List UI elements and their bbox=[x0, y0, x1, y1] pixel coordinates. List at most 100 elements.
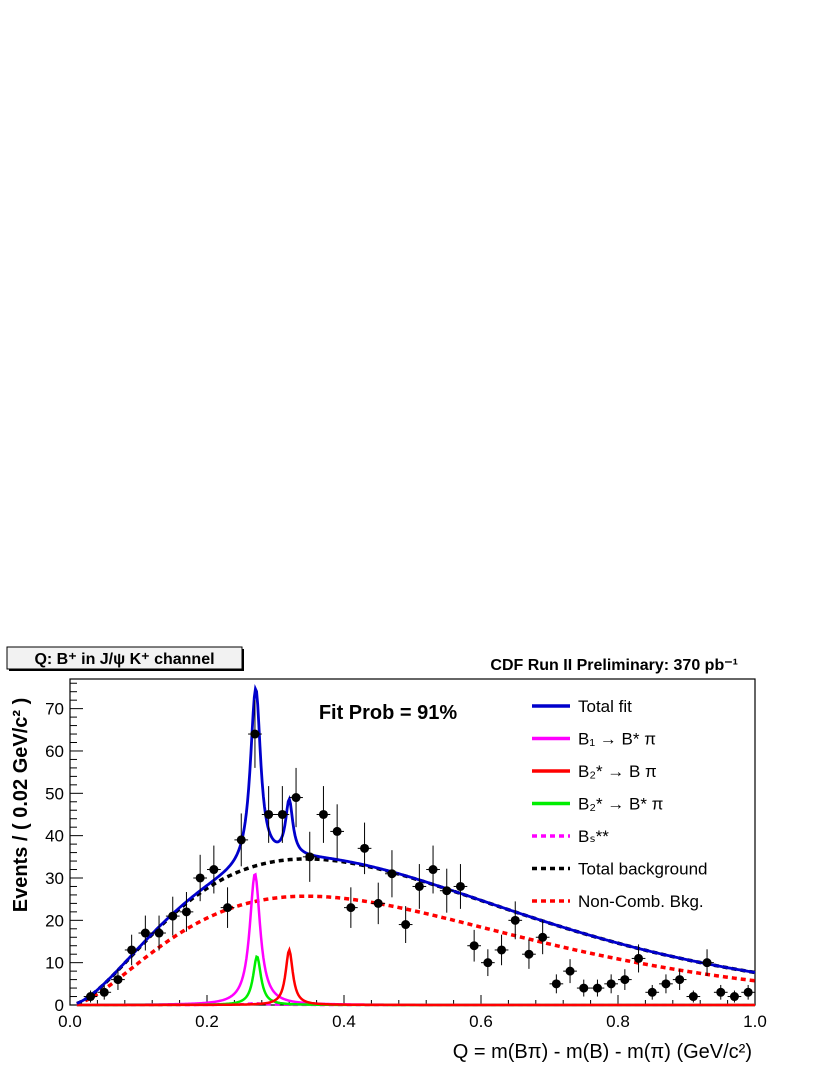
point-marker bbox=[291, 793, 301, 803]
data-point bbox=[412, 864, 427, 909]
point-marker bbox=[743, 987, 753, 997]
data-point bbox=[371, 882, 386, 925]
data-point bbox=[344, 887, 358, 928]
point-marker bbox=[373, 898, 383, 908]
data-point bbox=[357, 822, 372, 875]
point-marker bbox=[579, 983, 589, 993]
point-marker bbox=[332, 826, 342, 836]
point-marker bbox=[277, 809, 287, 819]
series-total-background bbox=[76, 857, 756, 1006]
point-marker bbox=[168, 911, 178, 921]
point-marker bbox=[401, 920, 411, 930]
legend: Total fit B₁ → B* π B₂* → B π B₂* → B* π Bₛ*… bbox=[532, 697, 707, 911]
legend-label: B₂* → B π bbox=[578, 762, 657, 781]
data-point bbox=[727, 990, 742, 1003]
point-marker bbox=[620, 975, 630, 985]
y-tick-label: 40 bbox=[45, 827, 64, 846]
y-tick-label: 10 bbox=[45, 954, 64, 973]
point-marker bbox=[565, 966, 575, 976]
data-point bbox=[439, 868, 454, 913]
series-total-fit bbox=[76, 684, 756, 1005]
data-point bbox=[220, 887, 235, 928]
point-marker bbox=[455, 881, 465, 891]
x-tick-label: 0.2 bbox=[195, 1012, 219, 1031]
data-point bbox=[248, 700, 262, 768]
point-marker bbox=[113, 975, 123, 985]
point-marker bbox=[606, 979, 616, 989]
data-point bbox=[138, 915, 153, 951]
point-marker bbox=[86, 992, 96, 1002]
data-point bbox=[645, 984, 660, 1000]
legend-label: B₁ → B* π bbox=[578, 730, 656, 749]
data-point bbox=[275, 786, 290, 843]
point-marker bbox=[264, 809, 274, 819]
x-tick-label: 1.0 bbox=[743, 1012, 767, 1031]
legend-label: B₂* → B* π bbox=[578, 795, 663, 814]
point-marker bbox=[469, 941, 479, 951]
x-axis-label: Q = m(Bπ) - m(B) - m(π) (GeV/c²) bbox=[453, 1041, 752, 1063]
legend-label: Total background bbox=[578, 860, 707, 879]
axes: 0.0 0.2 0.4 0.6 0.8 1.0 0 10 20 30 40 50 60 70 bbox=[45, 682, 767, 1031]
data-point bbox=[631, 944, 646, 973]
fit-curves bbox=[76, 684, 756, 1007]
point-marker bbox=[318, 809, 328, 819]
data-point bbox=[494, 934, 509, 966]
point-marker bbox=[442, 886, 452, 896]
title-box: Q: B⁺ in J/ψ K⁺ channel bbox=[6, 646, 244, 671]
legend-label: Bₛ** bbox=[578, 827, 609, 846]
x-tick-label: 0.6 bbox=[469, 1012, 493, 1031]
point-marker bbox=[99, 987, 109, 997]
data-points bbox=[83, 700, 755, 1003]
data-point bbox=[741, 984, 755, 1000]
point-marker bbox=[661, 979, 671, 989]
data-point bbox=[124, 934, 139, 966]
x-tick-label: 0.8 bbox=[606, 1012, 630, 1031]
data-point bbox=[576, 979, 591, 997]
data-point bbox=[152, 915, 166, 951]
point-marker bbox=[428, 865, 438, 875]
point-marker bbox=[223, 903, 233, 913]
data-point bbox=[522, 939, 536, 969]
point-marker bbox=[414, 881, 424, 891]
data-point bbox=[453, 864, 468, 909]
data-point bbox=[604, 974, 618, 994]
data-point bbox=[261, 786, 276, 843]
point-marker bbox=[647, 987, 657, 997]
point-marker bbox=[675, 975, 685, 985]
point-marker bbox=[140, 928, 150, 938]
data-point bbox=[467, 929, 481, 962]
data-point bbox=[385, 850, 399, 898]
data-point bbox=[535, 920, 550, 955]
legend-label: Non-Comb. Bkg. bbox=[578, 892, 704, 911]
data-point bbox=[563, 959, 577, 984]
data-point bbox=[97, 984, 112, 1000]
point-marker bbox=[551, 979, 561, 989]
data-point bbox=[590, 979, 605, 997]
point-marker bbox=[181, 907, 191, 917]
data-point bbox=[193, 854, 207, 902]
point-marker bbox=[236, 835, 246, 845]
point-marker bbox=[592, 983, 602, 993]
title-box-text: Q: B⁺ in J/ψ K⁺ channel bbox=[34, 651, 214, 668]
point-marker bbox=[154, 928, 164, 938]
data-point bbox=[289, 767, 303, 828]
data-point bbox=[330, 804, 344, 859]
fit-prob-label: Fit Prob = 91% bbox=[319, 702, 458, 724]
point-marker bbox=[510, 915, 520, 925]
point-marker bbox=[729, 992, 739, 1002]
y-tick-label: 70 bbox=[45, 700, 64, 719]
point-marker bbox=[346, 903, 356, 913]
data-point bbox=[686, 990, 701, 1003]
data-point bbox=[83, 990, 98, 1003]
y-tick-label: 30 bbox=[45, 869, 64, 888]
point-marker bbox=[688, 992, 698, 1002]
point-marker bbox=[360, 843, 370, 853]
data-point bbox=[398, 906, 413, 944]
point-marker bbox=[195, 873, 205, 883]
data-point bbox=[302, 831, 317, 882]
data-point bbox=[179, 891, 194, 932]
y-tick-label: 60 bbox=[45, 742, 64, 761]
data-point bbox=[700, 949, 714, 977]
y-tick-label: 0 bbox=[55, 996, 64, 1015]
